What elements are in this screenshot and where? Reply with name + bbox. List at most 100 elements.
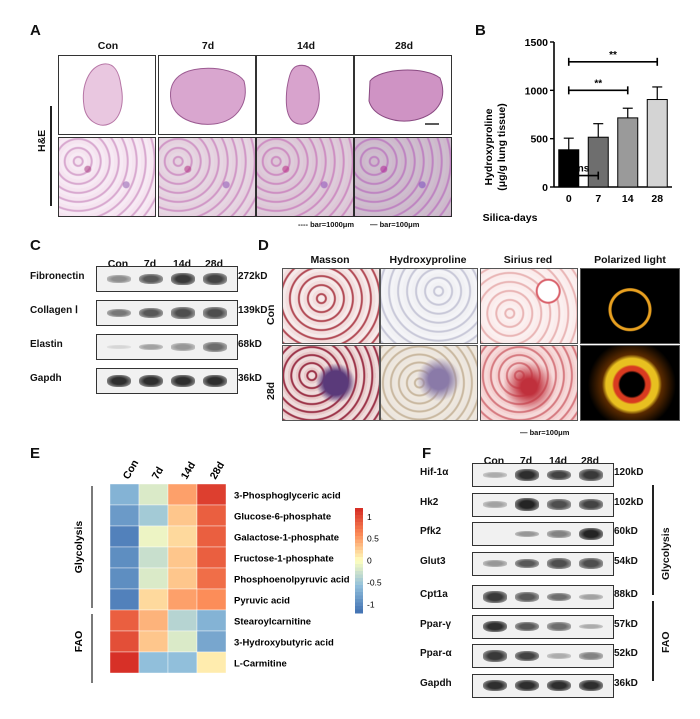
blot-strip [96,266,238,292]
heatmap-row-label: Stearoylcarnitine [234,617,311,628]
blot-band [139,343,163,351]
fao-bracket [652,601,654,681]
legend-gradient-step [355,536,363,540]
y-tick-label: 500 [530,134,548,146]
legend-gradient-step [355,529,363,533]
heatmap-cell [138,567,169,590]
blot-strip [472,644,614,668]
blot-band [139,273,163,285]
heatmap-cell [109,546,140,569]
hydroxyproline-con [380,268,478,344]
heatmap-row-label: 3-Hydroxybutyric acid [234,638,334,649]
panel-d-row-con: Con [265,304,277,325]
legend-gradient-step [355,588,363,593]
heatmap-cell [167,651,198,674]
blot-band [483,679,507,692]
masson-con [282,268,380,344]
heatmap-cell [138,546,169,569]
blot-kd-label: 68kD [238,339,262,350]
heatmap-cell [109,651,140,674]
heatmap-cell [167,588,198,611]
x-tick-label: 7 [595,193,601,205]
group-label-fao: FAO [660,631,672,653]
panel-b-label: B [475,22,486,39]
heatmap-row-label: Glucose-6-phosphate [234,512,331,523]
legend-gradient-step [355,564,363,568]
he-whole-28d [354,55,452,135]
he-whole-14d [256,55,354,135]
x-tick-label: 28 [651,193,663,205]
blot-row-label: Ppar-γ [420,618,452,630]
panel-a-label: A [30,22,41,39]
blot-kd-label: 54kD [614,555,638,567]
blot-band [579,623,603,630]
blot-band [483,472,507,478]
he-whole-con [58,55,156,135]
legend-gradient-step [355,581,363,586]
blot-band [515,498,539,511]
heatmap-row-label: L-Carmitine [234,659,287,670]
legend-tick-label: 1 [367,512,372,522]
panel-d-col-hydroxyproline: Hydroxyproline [389,254,467,266]
blot-row-label: Collagen Ⅰ [30,305,78,316]
heatmap-cell [138,651,169,674]
blot-band [579,652,603,660]
heatmap-cell [167,630,198,653]
blot-row-label: Elastin [30,339,63,350]
panel-a-row-bracket [50,106,52,206]
panel-c-label: C [30,237,41,254]
group-label-glycolysis: Glycolysis [660,527,672,580]
heatmap-cell [167,609,198,632]
panel-e-label: E [30,445,41,462]
y-tick-label: 0 [542,182,548,194]
blot-band [579,593,603,601]
blot-strip [96,368,238,394]
heatmap-cell [138,525,169,548]
panel-d-col-polarized-light: Polarized light [594,254,666,266]
blot-band [515,558,539,569]
blot-kd-label: 120kD [614,467,644,478]
heatmap-cell [196,483,227,506]
heatmap-col-label: 14d [179,460,198,482]
blot-band [547,679,571,692]
he-detail-28d [354,137,452,217]
blot-band [515,621,539,632]
group-label-glycolysis: Glycolysis [73,521,85,574]
bar-28 [646,99,668,188]
legend-gradient-step [355,522,363,526]
polarized-28d [580,345,680,421]
legend-gradient-step [355,571,363,575]
blot-row-label: Gapdh [420,677,452,689]
legend-gradient-step [355,599,363,603]
heatmap-cell [196,588,227,611]
sirius-red-28d [480,345,578,421]
blot-band [171,272,195,286]
blot-band [579,558,603,569]
legend-gradient-step [355,515,363,519]
blot-strip [96,300,238,326]
blot-kd-label: 102kD [614,496,644,508]
bar-7 [587,136,609,188]
sirius-red-con [480,268,578,344]
panel-a-col-28d: 28d [394,40,414,52]
he-detail-con [58,137,156,217]
heatmap-row-label: Phosphoenolpyruvic acid [234,575,350,586]
blot-band [139,307,163,319]
he-detail-14d [256,137,354,217]
heatmap-cell [109,504,140,527]
blot-band [107,374,131,388]
blot-band [107,275,131,283]
heatmap-cell [138,609,169,632]
panel-a-col-con: Con [97,40,119,52]
blot-band [483,620,507,633]
panel-d-row-28d: 28d [265,381,277,400]
heatmap-cell [196,630,227,653]
blot-strip [472,522,614,546]
sig-label: ** [609,50,617,61]
legend-gradient-step [355,546,363,551]
sig-label: ns [578,164,590,175]
blot-band [515,592,539,602]
heatmap-cell [138,630,169,653]
blot-band [547,592,571,602]
heatmap-cell [167,483,198,506]
